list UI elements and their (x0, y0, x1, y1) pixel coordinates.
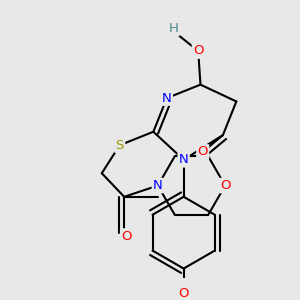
Text: N: N (179, 153, 188, 166)
Text: N: N (162, 92, 172, 105)
Text: O: O (193, 44, 203, 58)
Text: O: O (121, 230, 132, 242)
Text: O: O (178, 287, 189, 300)
Text: H: H (169, 22, 178, 35)
Text: O: O (197, 146, 208, 158)
Text: N: N (153, 179, 163, 192)
Text: O: O (220, 179, 230, 192)
Text: S: S (116, 139, 124, 152)
